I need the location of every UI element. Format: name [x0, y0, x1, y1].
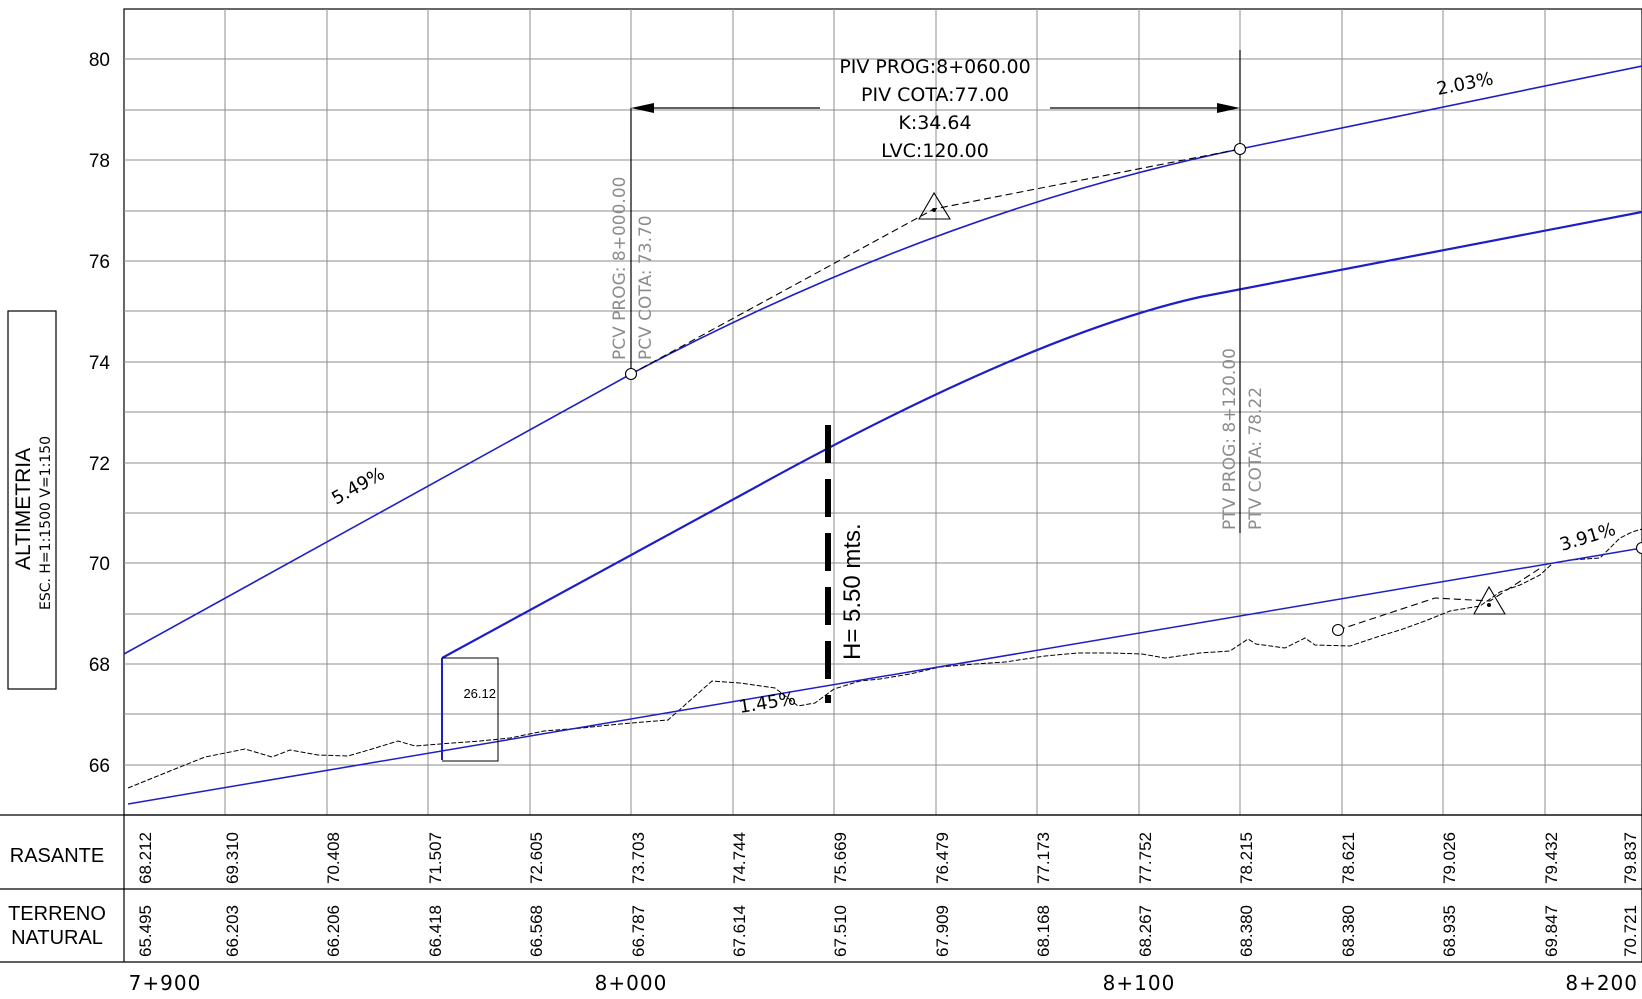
pcv-prog: PCV PROG: 8+000.00 — [610, 177, 630, 360]
ptv-prog: PTV PROG: 8+120.00 — [1220, 348, 1240, 530]
piv-marker — [918, 191, 951, 220]
y-tick-68: 68 — [89, 655, 110, 676]
ptv-cota: PTV COTA: 78.22 — [1246, 387, 1266, 530]
terreno-label-1: TERRENO — [8, 903, 106, 925]
station-label: 8+100 — [1103, 971, 1176, 995]
rasante-cell: 79.026 — [1440, 832, 1459, 884]
rasante-cell: 72.605 — [527, 832, 546, 884]
dimension-box — [442, 657, 499, 762]
rasante-cell: 73.703 — [629, 832, 648, 884]
rasante-cell: 71.507 — [426, 832, 445, 884]
grade-low: 1.45% — [737, 688, 797, 718]
rasante-label: RASANTE — [10, 845, 104, 867]
rasante-cell: 76.479 — [933, 832, 952, 884]
drawing-scale: ESC. H=1:1500 V=1:150 — [38, 436, 54, 610]
terreno-cell: 66.568 — [527, 905, 546, 957]
lower-grade-line — [127, 547, 1642, 805]
rasante-cell: 69.310 — [223, 832, 242, 884]
pcv-marker — [624, 367, 638, 381]
offset-grade-curve — [441, 210, 1642, 659]
rasante-cell: 77.752 — [1136, 832, 1155, 884]
terreno-cell: 68.168 — [1034, 905, 1053, 957]
terreno-label-2: NATURAL — [11, 927, 103, 949]
lower-piv-marker — [1473, 585, 1506, 615]
terreno-cell: 67.909 — [933, 905, 952, 957]
terreno-cell: 67.614 — [730, 905, 749, 957]
piv-cota: PIV COTA:77.00 — [861, 84, 1009, 106]
terreno-cell: 68.380 — [1339, 905, 1358, 957]
lower-tangent-lines — [1337, 566, 1543, 631]
grade-right: 2.03% — [1435, 68, 1495, 100]
y-tick-66: 66 — [89, 756, 110, 777]
rasante-cell: 77.173 — [1034, 832, 1053, 884]
ptv-marker — [1233, 142, 1247, 156]
rasante-cell: 79.432 — [1542, 832, 1561, 884]
rasante-cell: 70.408 — [324, 832, 343, 884]
terreno-cell: 70.721 — [1621, 905, 1640, 957]
horizontal-grid — [124, 58, 1642, 766]
terreno-values: 65.495 66.203 66.206 66.418 66.568 66.78… — [136, 905, 1640, 957]
height-label: H= 5.50 mts. — [839, 523, 866, 660]
y-tick-72: 72 — [89, 454, 110, 475]
grade-left: 5.49% — [328, 463, 388, 509]
terreno-cell: 68.267 — [1136, 905, 1155, 957]
rasante-cell: 78.621 — [1339, 832, 1358, 884]
terreno-cell: 69.847 — [1542, 905, 1561, 957]
rasante-cell: 75.669 — [831, 832, 850, 884]
terreno-cell: 65.495 — [136, 905, 155, 957]
station-label: 8+000 — [595, 971, 668, 995]
terreno-cell: 67.510 — [831, 905, 850, 957]
terreno-cell: 66.787 — [629, 905, 648, 957]
y-axis-labels: 66 68 70 72 74 76 78 80 — [89, 50, 111, 777]
terreno-cell: 68.380 — [1237, 905, 1256, 957]
data-table — [0, 814, 1642, 963]
rasante-cell: 78.215 — [1237, 832, 1256, 884]
drawing-title: ALTIMETRIA — [12, 448, 35, 570]
station-label: 8+200 — [1565, 971, 1638, 995]
rasante-cell: 74.744 — [730, 832, 749, 884]
rasante-values: 68.212 69.310 70.408 71.507 72.605 73.70… — [136, 832, 1640, 884]
lvc-value: LVC:120.00 — [881, 140, 989, 162]
y-tick-80: 80 — [89, 50, 110, 71]
title-box — [7, 310, 57, 690]
y-tick-70: 70 — [89, 554, 110, 575]
lower-pcv-marker — [1331, 623, 1345, 637]
grade-low-right: 3.91% — [1557, 519, 1618, 556]
lvc-dimension-arrow — [631, 103, 1240, 113]
rasante-cell: 79.837 — [1621, 832, 1640, 884]
piv-prog: PIV PROG:8+060.00 — [839, 56, 1030, 78]
pcv-cota: PCV COTA: 73.70 — [636, 215, 656, 360]
terreno-cell: 66.206 — [324, 905, 343, 957]
box-value: 26.12 — [463, 686, 496, 701]
lower-ptv-marker — [1635, 541, 1642, 555]
natural-ground-line — [127, 528, 1642, 789]
terreno-cell: 66.418 — [426, 905, 445, 957]
terreno-cell: 66.203 — [223, 905, 242, 957]
y-tick-74: 74 — [89, 353, 111, 374]
y-tick-76: 76 — [89, 252, 110, 273]
rasante-cell: 68.212 — [136, 832, 155, 884]
k-value: K:34.64 — [898, 112, 971, 134]
station-label: 7+900 — [129, 971, 202, 995]
upper-grade-line — [123, 65, 1642, 655]
y-tick-78: 78 — [89, 151, 110, 172]
terreno-cell: 68.935 — [1440, 905, 1459, 957]
